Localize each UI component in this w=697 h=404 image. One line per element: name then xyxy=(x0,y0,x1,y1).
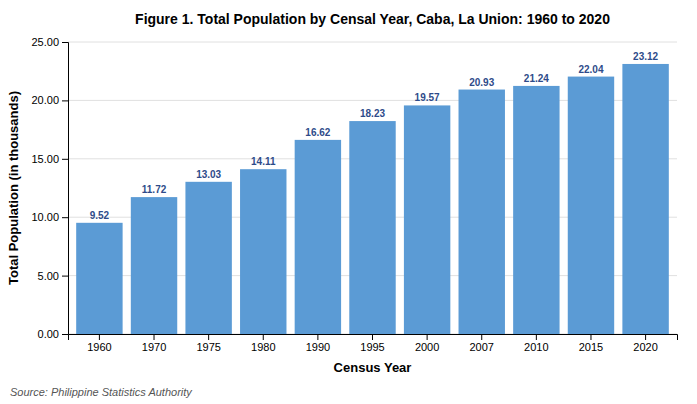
annotation: Source: Philippine Statistics Authority xyxy=(10,386,193,398)
x-tick: 2007 xyxy=(469,334,493,353)
data-label: 22.04 xyxy=(578,64,603,75)
y-axis-title: Total Population (in thousands) xyxy=(6,91,21,285)
x-tick: 1995 xyxy=(360,334,384,353)
tick-mark xyxy=(99,334,100,340)
tick-mark xyxy=(154,334,155,340)
plot-area: 9.52 11.72 13.03 14.11 16.62 18.23 19.57 20.93 2… xyxy=(31,36,677,353)
bar xyxy=(459,90,505,334)
tick-label: 2000 xyxy=(415,341,439,353)
data-label: 21.24 xyxy=(524,73,549,84)
data-labels: 9.52 11.72 13.03 14.11 16.62 18.23 19.57 20.93 2… xyxy=(90,51,659,221)
axis-domain xyxy=(62,43,69,335)
data-label: 14.11 xyxy=(251,156,276,167)
y-tick: 25.00 xyxy=(31,36,68,48)
bar xyxy=(404,105,450,334)
x-tick: 1990 xyxy=(306,334,330,353)
bar xyxy=(568,77,614,334)
bar xyxy=(131,197,177,334)
y-tick: 0.00 xyxy=(38,328,68,340)
tick-label: 2020 xyxy=(633,341,657,353)
tick-label: 5.00 xyxy=(38,270,59,282)
x-tick: 1975 xyxy=(196,334,220,353)
tick-mark xyxy=(62,159,68,160)
data-label: 9.52 xyxy=(90,210,110,221)
chart: 9.52 11.72 13.03 14.11 16.62 18.23 19.57 20.93 2… xyxy=(0,0,697,404)
bar xyxy=(240,169,286,334)
y-tick: 5.00 xyxy=(38,270,68,282)
tick-label: 2010 xyxy=(524,341,548,353)
x-tick: 2015 xyxy=(579,334,603,353)
tick-label: 1970 xyxy=(142,341,166,353)
x-tick: 1970 xyxy=(142,334,166,353)
tick-label: 1990 xyxy=(306,341,330,353)
x-tick: 1980 xyxy=(251,334,275,353)
data-label: 16.62 xyxy=(305,127,330,138)
tick-mark xyxy=(62,217,68,218)
x-axis: 1960 1970 1975 1980 1990 1995 2000 2007 2010 2015… xyxy=(69,334,678,353)
tick-mark xyxy=(263,334,264,340)
y-tick: 20.00 xyxy=(31,94,68,106)
tick-mark xyxy=(372,334,373,340)
tick-mark xyxy=(317,334,318,340)
tick-label: 1980 xyxy=(251,341,275,353)
grid-line xyxy=(68,42,677,43)
y-tick: 15.00 xyxy=(31,153,68,165)
tick-label: 1960 xyxy=(87,341,111,353)
bar xyxy=(295,140,341,334)
tick-label: 2007 xyxy=(469,341,493,353)
data-label: 19.57 xyxy=(415,92,440,103)
data-label: 23.12 xyxy=(633,51,658,62)
tick-label: 25.00 xyxy=(31,36,59,48)
x-tick: 2010 xyxy=(524,334,548,353)
tick-label: 2015 xyxy=(579,341,603,353)
tick-mark xyxy=(481,334,482,340)
tick-label: 20.00 xyxy=(31,94,59,106)
x-axis-title: Census Year xyxy=(334,360,412,375)
data-label: 13.03 xyxy=(196,169,221,180)
tick-mark xyxy=(62,100,68,101)
x-tick: 2000 xyxy=(415,334,439,353)
bar xyxy=(622,64,668,334)
tick-mark xyxy=(427,334,428,340)
tick-label: 0.00 xyxy=(38,328,59,340)
title: Figure 1. Total Population by Censal Yea… xyxy=(135,11,610,27)
axis-domain xyxy=(69,335,678,341)
tick-mark xyxy=(536,334,537,340)
tick-label: 1995 xyxy=(360,341,384,353)
grid xyxy=(68,42,677,334)
bars xyxy=(76,64,669,334)
bar xyxy=(349,121,395,334)
tick-mark xyxy=(62,276,68,277)
data-label: 11.72 xyxy=(142,184,167,195)
x-tick: 1960 xyxy=(87,334,111,353)
tick-mark xyxy=(62,334,68,335)
tick-label: 10.00 xyxy=(31,211,59,223)
tick-mark xyxy=(590,334,591,340)
tick-mark xyxy=(208,334,209,340)
data-label: 20.93 xyxy=(469,77,494,88)
tick-mark xyxy=(62,42,68,43)
bar xyxy=(185,182,231,334)
tick-label: 15.00 xyxy=(31,153,59,165)
bar xyxy=(76,223,122,334)
y-tick: 10.00 xyxy=(31,211,68,223)
tick-mark xyxy=(645,334,646,340)
x-tick: 2020 xyxy=(633,334,657,353)
bar xyxy=(513,86,559,334)
data-label: 18.23 xyxy=(360,108,385,119)
y-axis: 0.00 5.00 10.00 15.00 20.00 25.00 xyxy=(31,36,68,340)
tick-label: 1975 xyxy=(196,341,220,353)
